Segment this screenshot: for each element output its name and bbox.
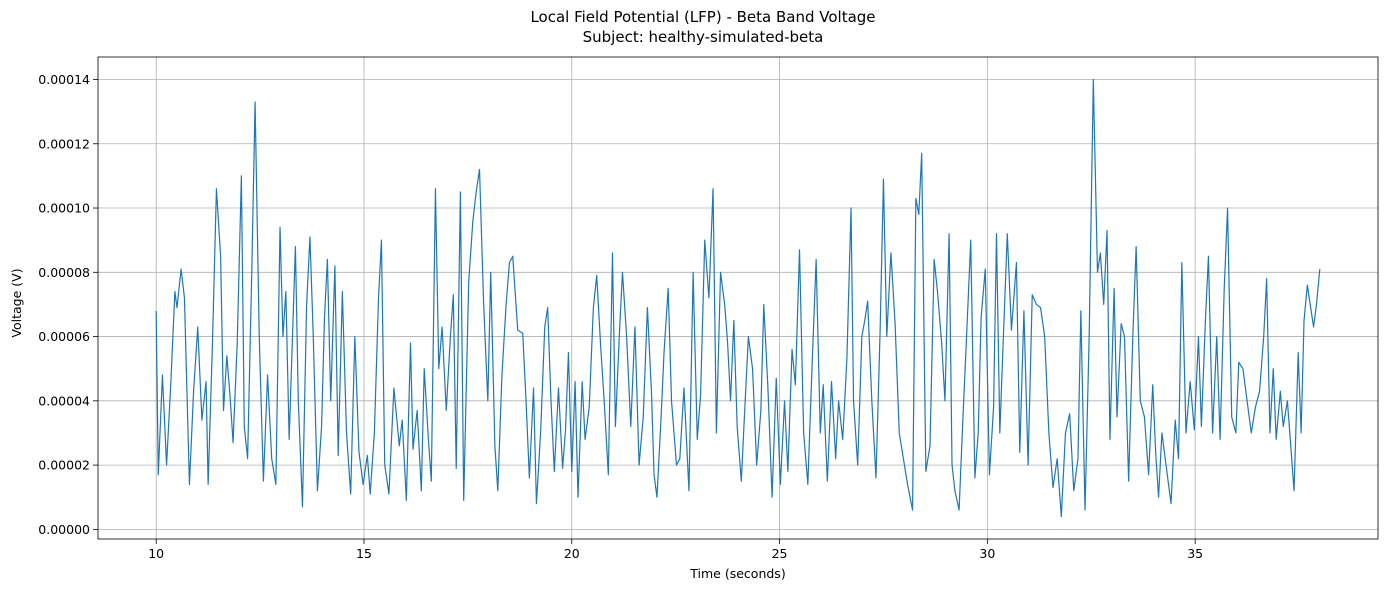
x-tick-label: 15 [356,546,372,561]
y-axis-ticks: 0.00000 0.00002 0.00004 0.00006 0.00008 0.000… [38,72,98,537]
grid-lines [98,57,1378,539]
y-tick-label: 0.00008 [38,265,90,280]
chart-subtitle: Subject: healthy-simulated-beta [583,28,824,46]
y-tick-label: 0.00012 [38,136,90,151]
y-tick-label: 0.00006 [38,329,90,344]
x-tick-label: 30 [979,546,995,561]
plot-area [155,78,1321,518]
y-tick-label: 0.00002 [38,458,90,473]
y-tick-label: 0.00000 [38,522,90,537]
y-axis-label: Voltage (V) [9,268,24,337]
x-axis-label: Time (seconds) [689,566,785,581]
series-line-voltage [155,78,1321,518]
y-tick-label: 0.00010 [38,201,90,216]
x-axis-ticks: 10 15 20 25 30 35 [148,539,1203,561]
chart-title: Local Field Potential (LFP) - Beta Band … [530,8,875,26]
x-tick-label: 35 [1187,546,1203,561]
y-tick-label: 0.00014 [38,72,90,87]
y-tick-label: 0.00004 [38,393,90,408]
x-tick-label: 20 [564,546,580,561]
x-tick-label: 25 [772,546,788,561]
axes-frame [97,56,1379,540]
x-tick-label: 10 [148,546,164,561]
